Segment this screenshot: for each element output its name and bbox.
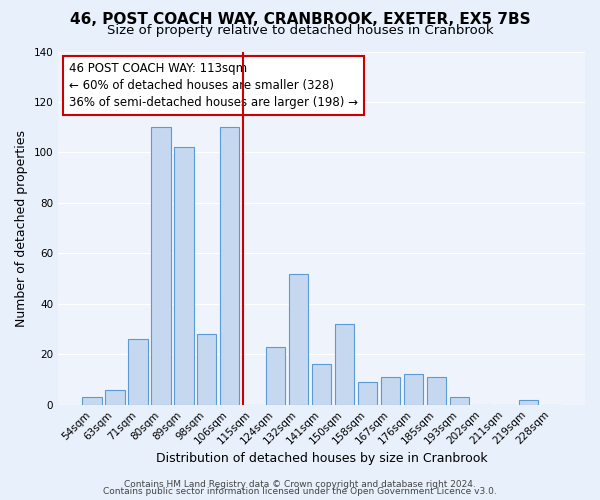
Bar — [404, 374, 423, 404]
Bar — [151, 127, 170, 404]
X-axis label: Distribution of detached houses by size in Cranbrook: Distribution of detached houses by size … — [156, 452, 487, 465]
Bar — [266, 346, 286, 405]
Bar — [312, 364, 331, 405]
Bar — [174, 148, 194, 404]
Text: Contains public sector information licensed under the Open Government Licence v3: Contains public sector information licen… — [103, 488, 497, 496]
Text: 46, POST COACH WAY, CRANBROOK, EXETER, EX5 7BS: 46, POST COACH WAY, CRANBROOK, EXETER, E… — [70, 12, 530, 28]
Bar — [220, 127, 239, 404]
Bar — [449, 397, 469, 404]
Bar — [358, 382, 377, 404]
Bar — [82, 397, 101, 404]
Bar — [289, 274, 308, 404]
Bar — [427, 377, 446, 404]
Bar — [105, 390, 125, 404]
Y-axis label: Number of detached properties: Number of detached properties — [15, 130, 28, 326]
Text: 46 POST COACH WAY: 113sqm
← 60% of detached houses are smaller (328)
36% of semi: 46 POST COACH WAY: 113sqm ← 60% of detac… — [69, 62, 358, 109]
Bar — [335, 324, 355, 404]
Text: Size of property relative to detached houses in Cranbrook: Size of property relative to detached ho… — [107, 24, 493, 37]
Bar — [518, 400, 538, 404]
Bar — [381, 377, 400, 404]
Bar — [197, 334, 217, 404]
Bar — [128, 339, 148, 404]
Text: Contains HM Land Registry data © Crown copyright and database right 2024.: Contains HM Land Registry data © Crown c… — [124, 480, 476, 489]
